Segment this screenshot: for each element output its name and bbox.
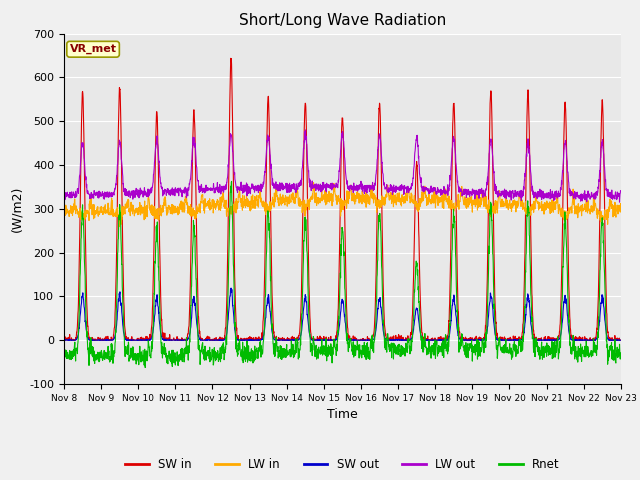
Text: VR_met: VR_met bbox=[70, 44, 116, 54]
Legend: SW in, LW in, SW out, LW out, Rnet: SW in, LW in, SW out, LW out, Rnet bbox=[120, 454, 564, 476]
Title: Short/Long Wave Radiation: Short/Long Wave Radiation bbox=[239, 13, 446, 28]
X-axis label: Time: Time bbox=[327, 408, 358, 421]
Y-axis label: (W/m2): (W/m2) bbox=[11, 186, 24, 232]
